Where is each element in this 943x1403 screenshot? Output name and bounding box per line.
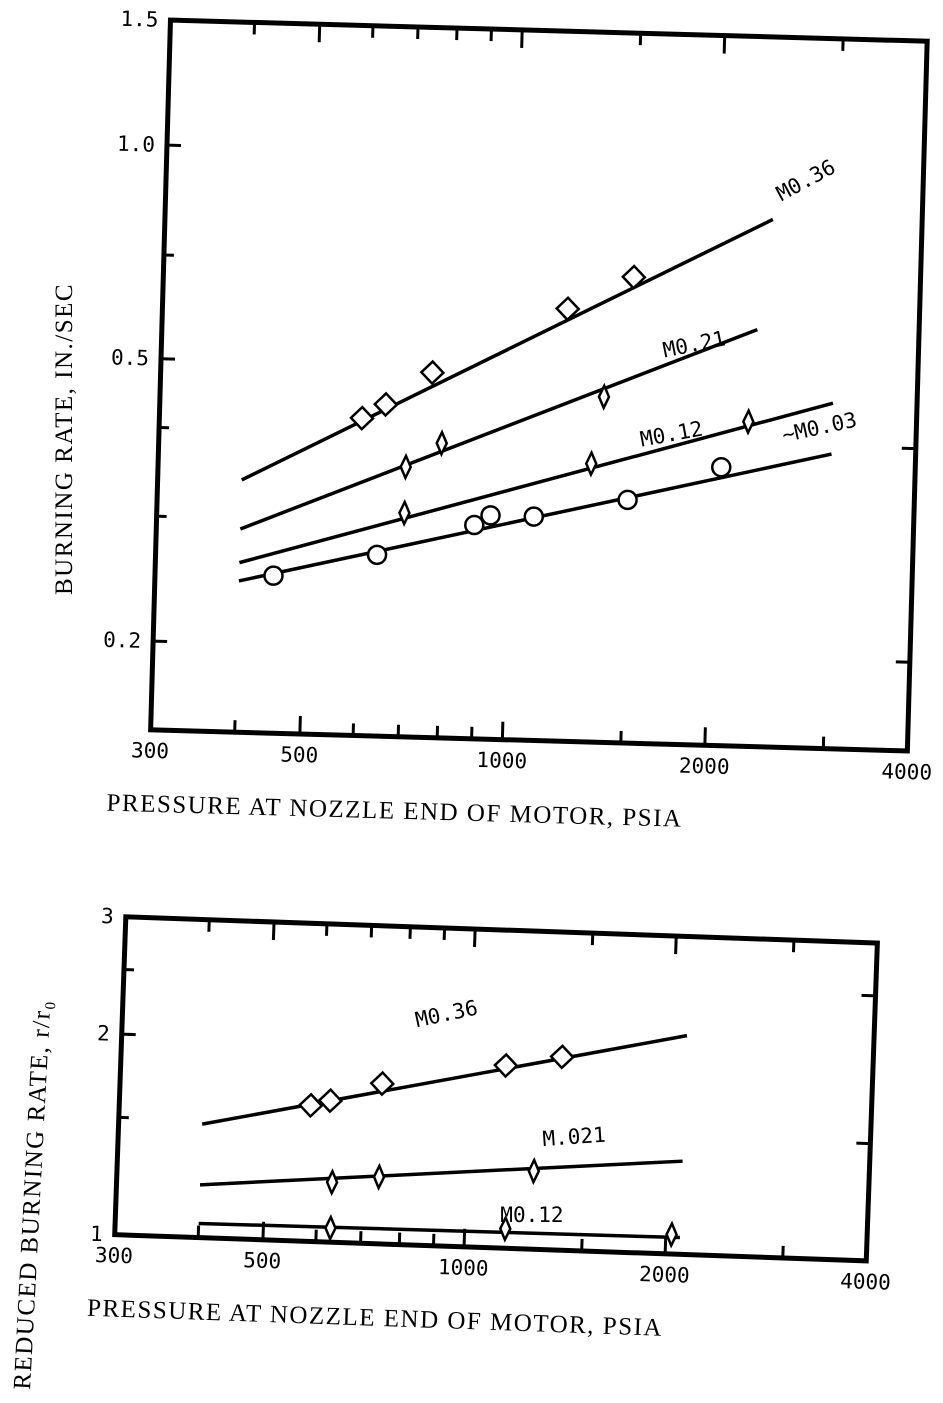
data-point (741, 407, 755, 436)
data-point (493, 1052, 519, 1079)
data-point (372, 1162, 386, 1191)
x-major-tick-top (317, 24, 322, 43)
y-tick-label: 0.5 (111, 345, 150, 370)
chart-burning-rate: 300 500 1000 2000 4000 1.5 1.0 0.5 0.2 M0.36 M0.… (103, 7, 933, 833)
series-line (198, 1221, 680, 1240)
x-tick-label: 1000 (438, 1255, 489, 1281)
x-tick-label: 300 (131, 738, 170, 763)
y-tick-label: 1.5 (120, 7, 159, 32)
x-major-tick (703, 727, 707, 746)
data-point (373, 391, 399, 418)
series-group: M0.36 M.021 M0.12 (198, 996, 688, 1249)
x-tick-label: 2000 (679, 754, 730, 779)
data-point (549, 1044, 575, 1070)
y-tick-label: 1 (90, 1222, 103, 1246)
chart-reduced-burning-rate: 300 500 1000 2000 4000 3 2 1 M0.36 M.021 M0.12 P… (87, 904, 892, 1342)
x-major-tick-top (271, 921, 276, 941)
series-label: M0.12 (500, 1203, 563, 1227)
series-line (239, 327, 758, 531)
y-tick-label: 1.0 (117, 132, 156, 157)
x-major-tick (864, 1242, 869, 1261)
data-point (527, 1157, 541, 1186)
x-major-tick-top (875, 943, 879, 962)
x-major-tick-top (168, 20, 172, 39)
data-point (435, 429, 449, 458)
series-m036: M0.36 (240, 155, 839, 482)
series-m012: M0.12 (198, 1203, 680, 1249)
x-tick-label: 4000 (881, 759, 932, 784)
x-major-tick (149, 711, 153, 730)
x-major-tick (298, 715, 302, 735)
y-axis-label: REDUCED BURNING RATE, r/r₀ (9, 999, 56, 1391)
x-major-tick-top (674, 936, 678, 955)
x-tick-label: 500 (280, 742, 319, 767)
x-tick-label: 4000 (840, 1269, 891, 1295)
x-major-tick-top (722, 35, 727, 54)
data-point (498, 1214, 512, 1243)
y-ticks: 1.5 1.0 0.5 0.2 (103, 7, 916, 664)
data-point (366, 544, 388, 566)
plot-frame (148, 17, 930, 754)
x-tick-label: 1000 (476, 748, 527, 773)
plot-frame (112, 914, 880, 1264)
x-tick-label: 300 (95, 1243, 134, 1268)
data-point (263, 565, 284, 586)
x-tick-label: 2000 (639, 1262, 690, 1288)
series-line (240, 217, 774, 482)
x-axis-label: PRESSURE AT NOZZLE END OF MOTOR, PSIA (87, 1295, 664, 1342)
x-major-tick-top (520, 29, 524, 48)
data-point (711, 456, 732, 478)
series-m021: M.021 (199, 1123, 683, 1197)
data-point (324, 1214, 337, 1243)
data-point (665, 1220, 678, 1249)
x-major-tick (905, 732, 910, 751)
data-point (597, 382, 611, 411)
data-point (480, 505, 501, 526)
data-point (297, 1092, 324, 1119)
data-point (369, 1070, 396, 1097)
data-point (349, 405, 375, 431)
series-line (201, 1033, 688, 1126)
data-point (464, 514, 485, 536)
x-ticks: 300 500 1000 2000 4000 (131, 20, 932, 785)
data-point (554, 295, 581, 322)
x-major-tick (663, 1235, 668, 1254)
y-tick-label: 3 (101, 904, 114, 928)
series-label: M0.36 (413, 996, 480, 1033)
data-point (399, 452, 413, 481)
data-point (584, 449, 598, 478)
data-point (523, 506, 545, 527)
series-label: M.021 (542, 1123, 607, 1151)
data-point (398, 498, 411, 527)
data-point (419, 359, 446, 386)
y-tick-label: 0.2 (103, 628, 142, 653)
data-point (621, 264, 647, 290)
data-point (325, 1168, 339, 1197)
x-major-tick (500, 721, 505, 740)
x-major-tick-top (473, 928, 477, 948)
series-line (199, 1159, 683, 1187)
series-label: M0.21 (661, 326, 728, 362)
x-major-tick (113, 1216, 117, 1235)
x-axis-label: PRESSURE AT NOZZLE END OF MOTOR, PSIA (106, 790, 683, 833)
data-point (617, 489, 638, 511)
data-point (317, 1087, 344, 1114)
y-ticks: 3 2 1 (90, 904, 876, 1246)
series-label: M0.36 (772, 155, 839, 206)
x-major-tick-top (123, 916, 128, 935)
x-major-tick-top (925, 41, 929, 60)
x-tick-label: 500 (243, 1248, 282, 1273)
y-tick-label: 2 (97, 1021, 110, 1045)
series-line (238, 401, 834, 565)
y-axis-label: BURNING RATE, IN./SEC (51, 283, 78, 595)
series-m036: M0.36 (201, 996, 688, 1126)
x-ticks: 300 500 1000 2000 4000 (95, 916, 891, 1295)
